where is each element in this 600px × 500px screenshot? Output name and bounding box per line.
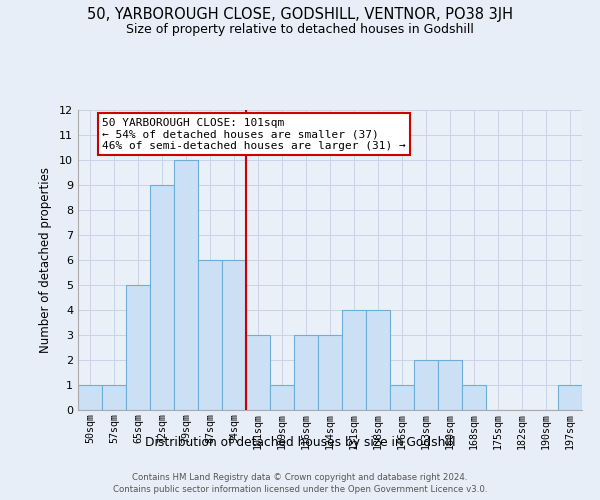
Bar bbox=[246, 335, 270, 410]
Bar bbox=[390, 385, 414, 410]
Bar bbox=[294, 335, 318, 410]
Bar bbox=[126, 285, 150, 410]
Text: Contains HM Land Registry data © Crown copyright and database right 2024.: Contains HM Land Registry data © Crown c… bbox=[132, 473, 468, 482]
Bar bbox=[366, 310, 390, 410]
Bar bbox=[270, 385, 294, 410]
Text: Distribution of detached houses by size in Godshill: Distribution of detached houses by size … bbox=[145, 436, 455, 449]
Bar bbox=[174, 160, 198, 410]
Bar bbox=[198, 260, 222, 410]
Bar bbox=[150, 185, 174, 410]
Text: 50, YARBOROUGH CLOSE, GODSHILL, VENTNOR, PO38 3JH: 50, YARBOROUGH CLOSE, GODSHILL, VENTNOR,… bbox=[87, 8, 513, 22]
Bar bbox=[342, 310, 366, 410]
Bar bbox=[78, 385, 102, 410]
Bar bbox=[318, 335, 342, 410]
Bar bbox=[462, 385, 486, 410]
Y-axis label: Number of detached properties: Number of detached properties bbox=[39, 167, 52, 353]
Bar bbox=[102, 385, 126, 410]
Bar bbox=[414, 360, 438, 410]
Bar bbox=[222, 260, 246, 410]
Text: Contains public sector information licensed under the Open Government Licence v3: Contains public sector information licen… bbox=[113, 486, 487, 494]
Bar bbox=[558, 385, 582, 410]
Text: 50 YARBOROUGH CLOSE: 101sqm
← 54% of detached houses are smaller (37)
46% of sem: 50 YARBOROUGH CLOSE: 101sqm ← 54% of det… bbox=[102, 118, 406, 150]
Bar bbox=[438, 360, 462, 410]
Text: Size of property relative to detached houses in Godshill: Size of property relative to detached ho… bbox=[126, 22, 474, 36]
